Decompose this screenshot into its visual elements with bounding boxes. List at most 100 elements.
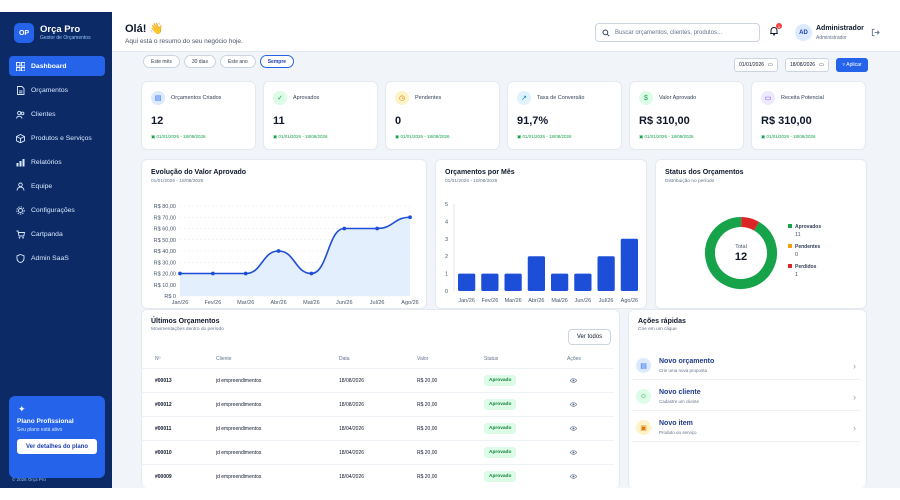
plan-title: Plano Profissional: [17, 418, 74, 425]
kpi-label: Valor Aprovado: [659, 95, 697, 101]
search-input[interactable]: Buscar orçamentos, clientes, produtos...: [595, 23, 760, 42]
dollar-icon: $: [639, 91, 653, 105]
sidebar-item-label: Relatórios: [31, 158, 62, 166]
y-tick-label: R$ 30,00: [154, 260, 176, 266]
kpi-range-text: 01/01/2026 - 18/08/2026: [522, 134, 572, 139]
kpi-label: Pendentes: [415, 95, 442, 101]
period-chip[interactable]: Sempre: [259, 55, 295, 68]
date-to-value: 18/08/2026: [790, 62, 816, 68]
data-point[interactable]: [210, 271, 215, 276]
plan-details-button[interactable]: Ver detalhes do plano: [17, 439, 97, 454]
sidebar-item-cartpanda[interactable]: Cartpanda: [9, 224, 105, 244]
table-cell: R$ 20,00: [417, 450, 438, 456]
quick-action-item[interactable]: ☺ Novo cliente Cadastre um cliente ›: [632, 383, 860, 411]
kpi-range-text: 01/01/2026 - 18/08/2026: [766, 134, 816, 139]
bell-icon[interactable]: [769, 26, 779, 36]
data-point[interactable]: [375, 226, 380, 231]
table-row[interactable]: #00013 jd empreendimentos 18/08/2026 R$ 20,…: [141, 368, 614, 392]
bar[interactable]: [481, 273, 499, 291]
data-point[interactable]: [243, 271, 248, 276]
column-header: Valor: [417, 356, 429, 362]
kpi-card: ↗ Taxa de Conversão 91,7% ▣ 01/01/2026 - 18…: [507, 81, 622, 150]
brand[interactable]: OP Orça Pro Gestor de Orçamentos: [14, 23, 91, 43]
sidebar-nav: Dashboard Orçamentos Clientes Produtos e Se…: [9, 56, 105, 272]
view-icon[interactable]: [570, 425, 577, 432]
table-header: Nº Cliente Data Valor Status Ações: [141, 356, 614, 366]
wallet-icon: ▭: [761, 91, 775, 105]
sidebar-item-orcamentos[interactable]: Orçamentos: [9, 80, 105, 100]
y-tick-label: 5: [445, 202, 448, 208]
quick-actions-title: Ações rápidas: [638, 318, 686, 325]
logout-icon[interactable]: [871, 28, 880, 37]
bar[interactable]: [527, 256, 545, 291]
avatar[interactable]: AD: [795, 24, 812, 41]
sidebar-item-clientes[interactable]: Clientes: [9, 104, 105, 124]
kpi-range-text: 01/01/2026 - 18/08/2026: [278, 134, 328, 139]
data-point[interactable]: [342, 226, 347, 231]
quick-action-item[interactable]: ▤ Novo orçamento Crie uma nova proposta ›: [632, 352, 860, 380]
period-chip[interactable]: 30 dias: [183, 55, 216, 68]
view-icon[interactable]: [570, 401, 577, 408]
view-icon[interactable]: [570, 377, 577, 384]
x-tick-label: Abr/26: [270, 300, 286, 306]
brand-subtitle: Gestor de Orçamentos: [40, 34, 91, 41]
donut-center-value: 12: [735, 251, 747, 263]
kpi-range: ▣ 01/01/2026 - 18/08/2026: [273, 134, 328, 140]
column-header: Data: [339, 356, 350, 362]
bar[interactable]: [504, 273, 522, 291]
x-tick-label: Mar/26: [505, 298, 522, 304]
kpi-value: 0: [395, 115, 402, 127]
table-row[interactable]: #00011 jd empreendimentos 18/04/2026 R$ 20,…: [141, 416, 614, 440]
data-point[interactable]: [178, 271, 182, 276]
x-tick-label: Jun/26: [336, 300, 353, 306]
view-icon[interactable]: [570, 449, 577, 456]
bar[interactable]: [458, 273, 476, 291]
kpi-label: Receita Potencial: [781, 95, 824, 101]
y-tick-label: R$ 10,00: [154, 283, 176, 289]
bar[interactable]: [574, 273, 592, 291]
table-row[interactable]: #00012 jd empreendimentos 18/08/2026 R$ 20,…: [141, 392, 614, 416]
legend-value: 11: [795, 232, 801, 238]
bar[interactable]: [551, 273, 569, 291]
table-row[interactable]: #00010 jd empreendimentos 18/04/2026 R$ 20,…: [141, 440, 614, 464]
sidebar-item-admin-saas[interactable]: Admin SaaS: [9, 248, 105, 268]
data-point[interactable]: [276, 249, 281, 253]
bar[interactable]: [620, 238, 638, 291]
shield-icon: [16, 253, 25, 263]
bar[interactable]: [597, 256, 615, 291]
quick-action-item[interactable]: ▣ Novo item Produto ou serviço ›: [632, 414, 860, 442]
user-name[interactable]: Administrador: [816, 25, 864, 32]
view-icon[interactable]: [570, 473, 577, 480]
table-row[interactable]: #00009 jd empreendimentos 18/04/2026 R$ 20,…: [141, 464, 614, 488]
table-cell: R$ 20,00: [417, 474, 438, 480]
y-tick-label: 3: [445, 237, 448, 243]
app-window: OP Orça Pro Gestor de Orçamentos Dashboa…: [0, 12, 900, 488]
table-cell: jd empreendimentos: [216, 402, 262, 408]
sidebar-item-relatorios[interactable]: Relatórios: [9, 152, 105, 172]
status-badge: Aprovado: [484, 447, 517, 458]
apply-filter-button[interactable]: ▿ Aplicar: [836, 58, 868, 72]
y-tick-label: R$ 40,00: [154, 249, 176, 255]
chart-subtitle: 01/01/2026 - 18/08/2026: [151, 179, 204, 184]
bar-chart-icon: [16, 158, 25, 167]
kpi-range: ▣ 01/01/2026 - 18/08/2026: [639, 134, 694, 140]
chart-title: Evolução do Valor Aprovado: [151, 169, 247, 176]
period-chip[interactable]: Este ano: [219, 55, 256, 68]
data-point[interactable]: [309, 271, 314, 276]
date-to-field[interactable]: 18/08/2026 ▭: [785, 58, 829, 72]
view-all-button[interactable]: Ver todos: [568, 329, 611, 345]
period-chip[interactable]: Este mês: [143, 55, 180, 68]
sidebar-item-configuracoes[interactable]: Configurações: [9, 200, 105, 220]
donut-slice[interactable]: [699, 211, 784, 296]
check-circle-icon: ✓: [273, 91, 287, 105]
column-header: Cliente: [216, 356, 232, 362]
sidebar-item-equipe[interactable]: Equipe: [9, 176, 105, 196]
sidebar-item-produtos-e-servicos[interactable]: Produtos e Serviços: [9, 128, 105, 148]
date-from-field[interactable]: 01/01/2026 ▭: [734, 58, 778, 72]
plan-card: ✦ Plano Profissional Seu plano está ativ…: [9, 396, 105, 478]
table-cell: R$ 20,00: [417, 426, 438, 432]
sidebar-item-label: Configurações: [31, 206, 75, 214]
data-point[interactable]: [408, 215, 412, 220]
sidebar-item-dashboard[interactable]: Dashboard: [9, 56, 105, 76]
kpi-range: ▣ 01/01/2026 - 18/08/2026: [761, 134, 816, 140]
